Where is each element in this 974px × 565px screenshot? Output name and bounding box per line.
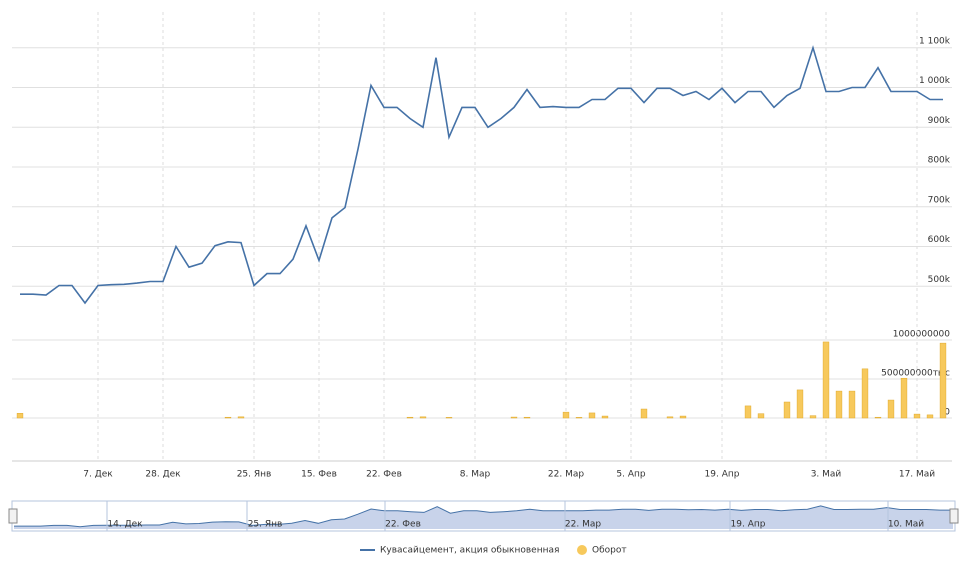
- navigator-label: 19. Апр: [731, 520, 766, 530]
- volume-bar: [640, 408, 648, 419]
- volume-bar: [406, 416, 414, 419]
- y-tick-label: 900k: [928, 116, 951, 126]
- x-tick-label: 15. Фев: [301, 470, 337, 480]
- x-tick-label: 22. Фев: [366, 470, 402, 480]
- y2-tick-label: 1000000000: [893, 330, 951, 340]
- x-tick-label: 19. Апр: [705, 470, 740, 480]
- navigator-label: 22. Фев: [385, 520, 421, 530]
- volume-bar: [666, 416, 674, 419]
- volume-bar: [16, 413, 24, 419]
- volume-bar: [679, 415, 687, 419]
- navigator-label: 25. Янв: [248, 520, 283, 530]
- y-tick-label: 1 000k: [919, 76, 951, 86]
- legend: Кувасайцемент, акция обыкновенная Оборот: [360, 545, 627, 556]
- y-tick-label: 800k: [928, 156, 951, 166]
- x-tick-label: 28. Дек: [145, 470, 181, 480]
- volume-bar: [601, 415, 609, 419]
- legend-label[interactable]: Оборот: [592, 546, 627, 556]
- navigator-label: 10. Май: [888, 520, 924, 530]
- volume-bar: [926, 414, 934, 419]
- x-tick-label: 25. Янв: [237, 470, 272, 480]
- volume-bar: [861, 368, 869, 419]
- volume-bar: [900, 377, 908, 419]
- legend-symbol: [577, 545, 587, 555]
- volume-bar: [744, 405, 752, 419]
- volume-bar: [848, 390, 856, 419]
- volume-bar: [822, 341, 830, 419]
- y-tick-label: 600k: [928, 235, 951, 245]
- volume-bar: [237, 416, 245, 419]
- x-tick-label: 3. Май: [811, 470, 842, 480]
- volume-bar: [835, 390, 843, 419]
- volume-bar: [887, 399, 895, 419]
- volume-bar: [809, 415, 817, 419]
- x-tick-label: 22. Мар: [548, 470, 584, 480]
- navigator-label: 14. Дек: [107, 520, 143, 530]
- volume-bar: [575, 417, 583, 419]
- navigator-handle[interactable]: [8, 508, 18, 524]
- navigator-line: [14, 505, 953, 528]
- volume-bar: [588, 412, 596, 419]
- volume-bar: [874, 416, 882, 419]
- volume-bar: [783, 401, 791, 419]
- navigator-area: [14, 505, 953, 529]
- volume-bar: [913, 413, 921, 419]
- volume-bar: [796, 389, 804, 419]
- volume-bar: [510, 416, 518, 419]
- volume-bar: [445, 417, 453, 419]
- navigator-handle[interactable]: [949, 508, 959, 524]
- y2-tick-label: 500000000тыс: [881, 369, 950, 379]
- y-tick-label: 1 100k: [919, 36, 951, 46]
- price-line: [20, 45, 943, 305]
- x-tick-label: 8. Мар: [460, 470, 491, 480]
- y2-tick-label: 0: [944, 408, 950, 418]
- x-tick-label: 7. Дек: [83, 470, 113, 480]
- y-tick-label: 500k: [928, 275, 951, 285]
- volume-bar: [757, 413, 765, 419]
- y-tick-label: 700k: [928, 195, 951, 205]
- navigator-label: 22. Мар: [565, 520, 601, 530]
- volume-bar: [562, 411, 570, 419]
- volume-bar: [939, 342, 947, 419]
- volume-bar: [224, 416, 232, 419]
- volume-bar: [419, 416, 427, 419]
- x-tick-label: 5. Апр: [616, 470, 645, 480]
- x-tick-label: 17. Май: [899, 470, 935, 480]
- volume-bar: [523, 416, 531, 419]
- legend-label[interactable]: Кувасайцемент, акция обыкновенная: [380, 546, 559, 556]
- plot-area: [12, 12, 952, 462]
